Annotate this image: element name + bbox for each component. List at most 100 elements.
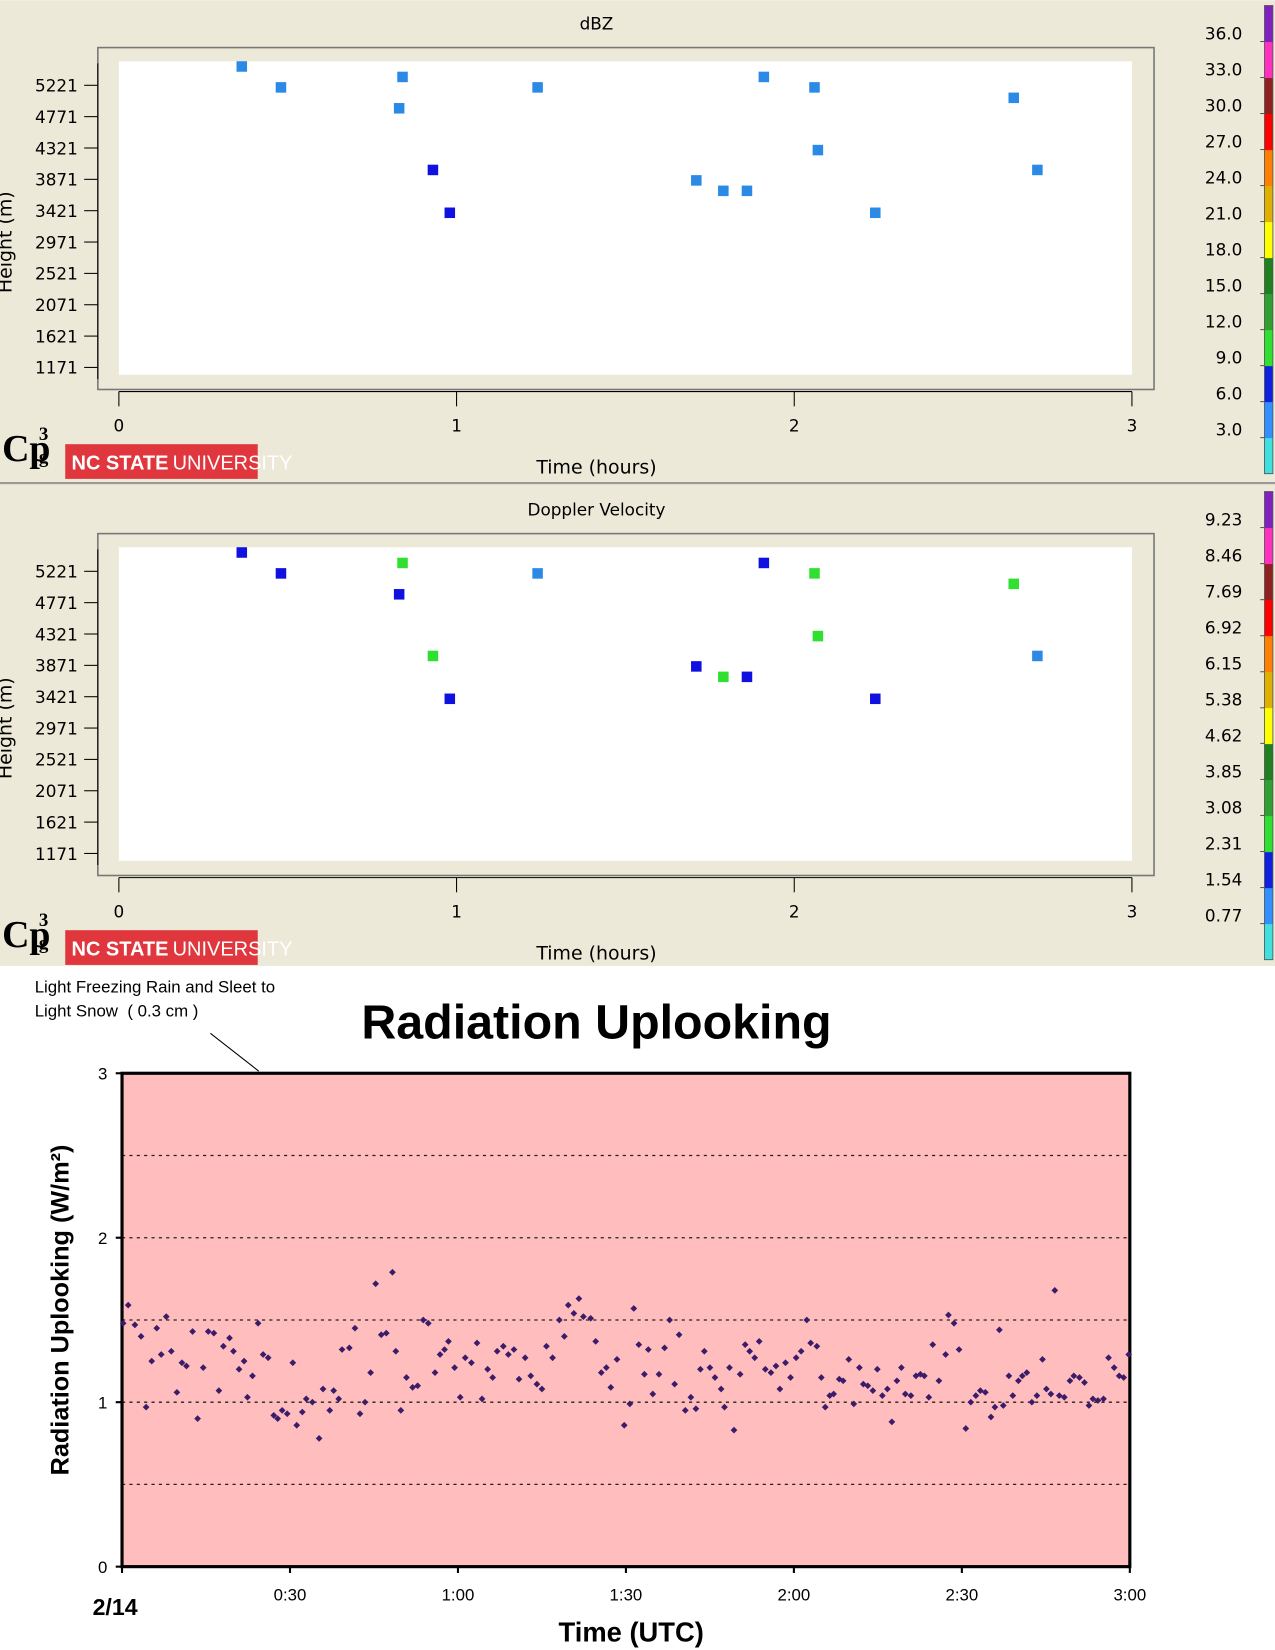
colorbar-tick-label: 6.15 [1205, 654, 1242, 674]
y-tick-label: 1621 [35, 326, 78, 346]
logo-bold: NC STATE [72, 938, 169, 960]
logo-light: UNIVERSITY [173, 452, 293, 474]
colorbar-segment [1264, 365, 1273, 403]
point [445, 1337, 452, 1345]
point [1009, 1392, 1017, 1399]
point [309, 1398, 316, 1406]
x-tick-label: 3 [1127, 902, 1138, 922]
y-axis-label: Radiation Uplooking (W/m²) [46, 1145, 74, 1476]
y-tick-label: 1171 [35, 844, 78, 864]
colorbar-tick-label: 18.0 [1205, 239, 1242, 259]
chart-title: Radiation Uplooking [361, 996, 831, 1050]
point [436, 1351, 444, 1358]
colorbar-segment [1264, 185, 1273, 223]
y-axis-label: Height (m) [0, 191, 17, 293]
point [162, 1313, 170, 1321]
point [326, 1407, 334, 1414]
point [987, 1413, 995, 1421]
point [338, 1346, 346, 1353]
x-tick-label: 2/14 [93, 1594, 138, 1620]
point [602, 1364, 610, 1372]
point [1008, 92, 1020, 104]
point [521, 1354, 529, 1362]
colorbar-segment [1264, 707, 1273, 745]
colorbar-segment [1264, 887, 1273, 925]
point [393, 589, 405, 600]
y-tick-label: 1171 [35, 358, 78, 378]
y-tick-label: 5221 [35, 76, 78, 96]
point [148, 1357, 156, 1365]
colorbar-tick-label: 30.0 [1205, 95, 1242, 115]
y-tick-label: 3871 [35, 656, 78, 676]
point [864, 1382, 872, 1390]
point [330, 1387, 338, 1395]
point [538, 1385, 546, 1393]
y-tick-label: 1 [98, 1393, 107, 1412]
point [741, 185, 753, 197]
point [244, 1393, 251, 1401]
point [635, 1341, 643, 1348]
colorbar-segment [1264, 635, 1273, 673]
colorbar-segment [1264, 671, 1273, 709]
x-tick-label: 2 [789, 416, 800, 436]
colorbar-segment [1264, 293, 1273, 331]
point [607, 1384, 615, 1391]
y-tick-label: 1621 [35, 812, 78, 832]
point [767, 1369, 775, 1376]
x-tick-label: 1:00 [442, 1585, 475, 1604]
point [361, 1398, 369, 1406]
point [319, 1385, 327, 1393]
logo-sub: g [39, 447, 49, 468]
colorbar-tick-label: 33.0 [1205, 59, 1242, 79]
point [560, 1333, 568, 1340]
colorbar-tick-label: 3.0 [1216, 420, 1243, 440]
point [119, 1319, 127, 1327]
point [1085, 1402, 1093, 1409]
x-axis-label: Time (hours) [535, 457, 656, 479]
point [489, 1374, 497, 1381]
y-tick-label: 2 [98, 1229, 107, 1248]
x-tick-label: 2:00 [778, 1585, 811, 1604]
colorbar-segment [1264, 527, 1273, 565]
point [427, 164, 439, 176]
point [1018, 1372, 1026, 1380]
point [687, 1393, 695, 1401]
point [230, 1347, 237, 1355]
x-tick-label: 2:30 [945, 1585, 978, 1604]
x-tick-label: 3 [1127, 416, 1138, 436]
point [630, 1305, 638, 1312]
point [302, 1395, 310, 1403]
point [917, 1370, 924, 1378]
colorbar-segment [1264, 743, 1273, 781]
point [409, 1384, 416, 1391]
y-tick-label: 2071 [35, 295, 78, 315]
point [215, 1387, 223, 1395]
point [812, 630, 824, 642]
point [493, 1347, 501, 1355]
point [967, 1398, 975, 1406]
logo-mark: Cp [2, 914, 50, 956]
point [721, 1403, 728, 1411]
colorbar-segment [1264, 851, 1273, 889]
point [431, 1369, 439, 1376]
point [444, 693, 456, 705]
colorbar-tick-label: 2.31 [1205, 833, 1242, 853]
point [797, 1347, 805, 1355]
logo-sup: 3 [39, 424, 48, 445]
colorbar-segment [1264, 563, 1273, 601]
logo-sub: g [39, 933, 49, 954]
point [859, 1380, 867, 1388]
point [289, 1359, 297, 1367]
point [809, 82, 820, 93]
point [856, 1364, 863, 1372]
colorbar-segment [1264, 221, 1273, 259]
point [1055, 1392, 1063, 1399]
point [675, 1331, 683, 1339]
point [356, 1410, 364, 1418]
point [661, 1344, 668, 1352]
point [397, 557, 408, 569]
radiation-chart: Radiation Uplooking Time (UTC) Radiation U… [35, 977, 1146, 1647]
y-tick-label: 2971 [35, 718, 78, 738]
point [532, 568, 543, 579]
